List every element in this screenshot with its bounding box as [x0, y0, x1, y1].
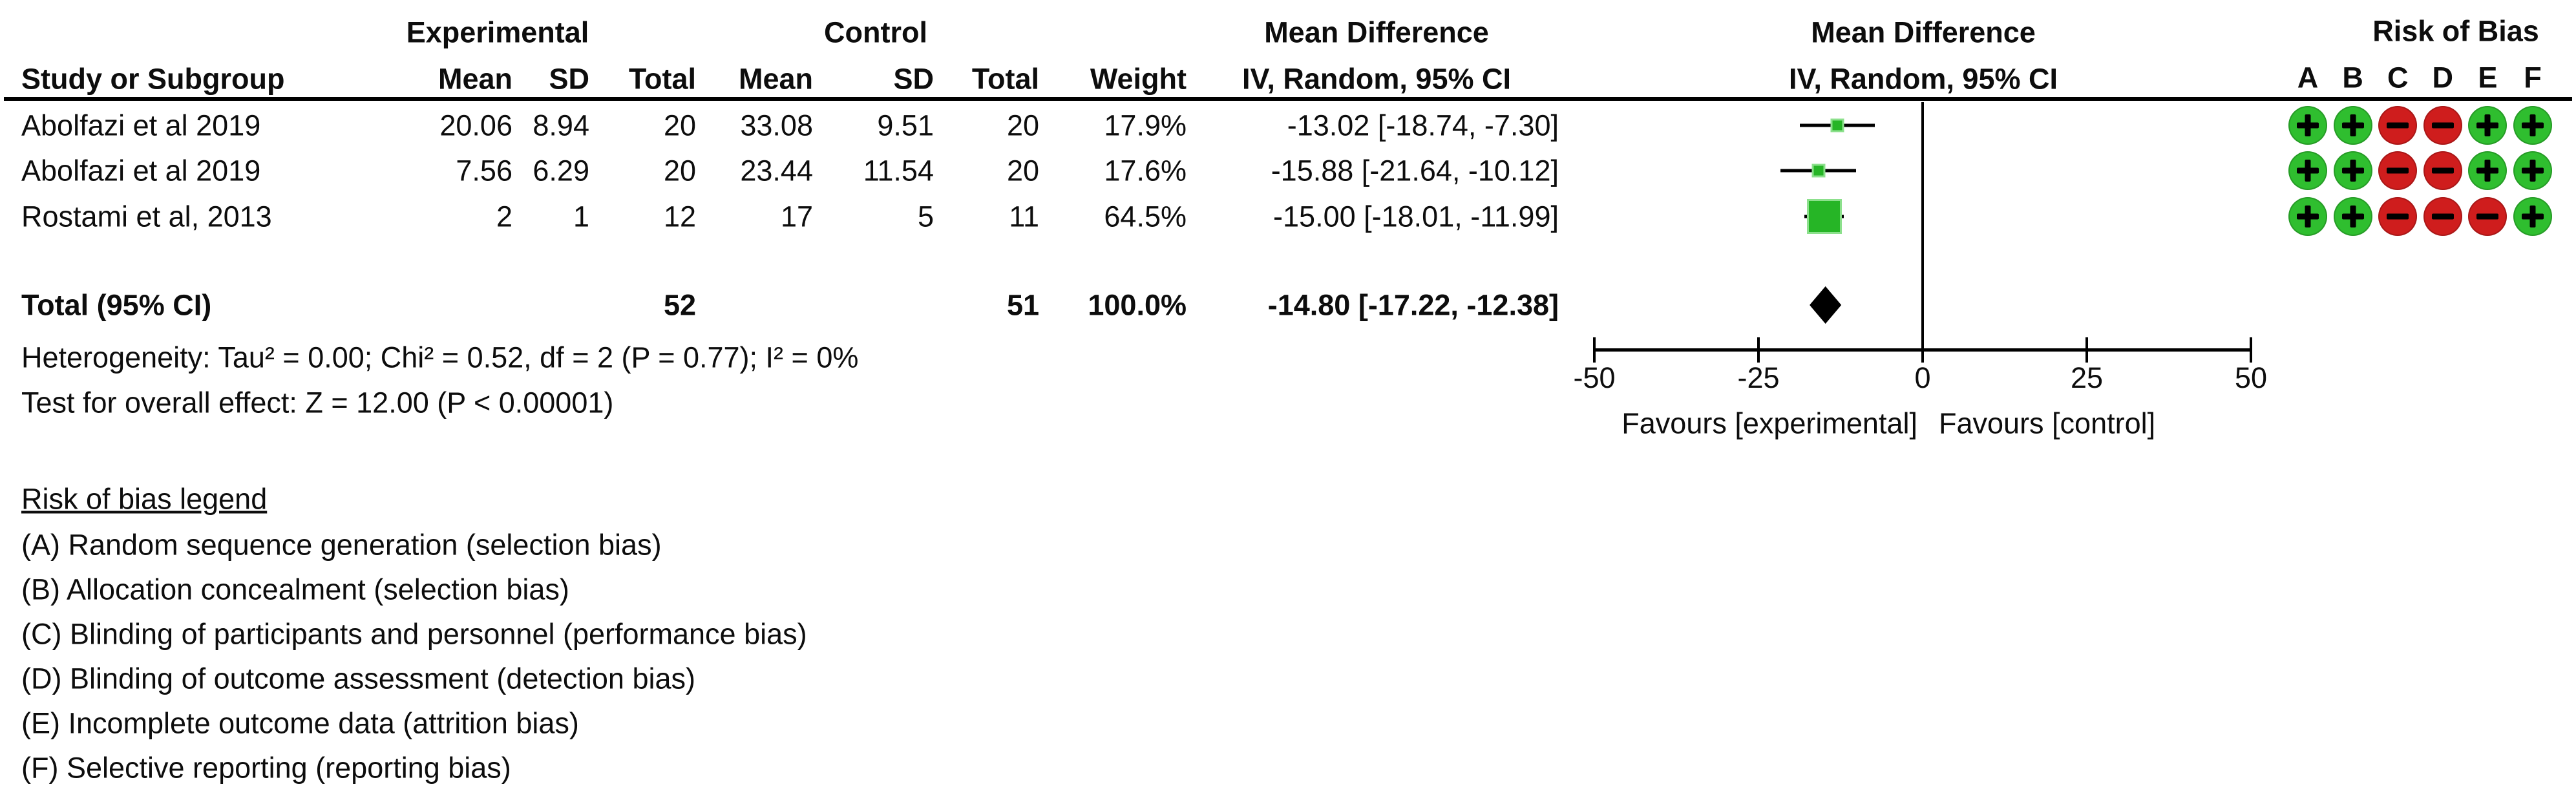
legend-item: (E) Incomplete outcome data (attrition b…	[21, 706, 579, 740]
rob-column-letter: C	[2387, 61, 2409, 94]
ctl-mean-value: 33.08	[740, 109, 813, 142]
md-column-header: Mean Difference	[1264, 16, 1489, 49]
rob-low-risk-icon	[2333, 106, 2372, 145]
zero-line	[1921, 102, 1924, 350]
rob-column-letter: D	[2432, 61, 2454, 94]
exp-mean-value: 7.56	[456, 154, 512, 187]
ci-text: -15.88 [-21.64, -10.12]	[1271, 154, 1559, 187]
total-exp-n: 52	[663, 288, 696, 322]
col-header-ctl-mean: Mean	[738, 62, 813, 96]
exp-sd-value: 6.29	[533, 154, 589, 187]
exp-sd-value: 1	[573, 200, 589, 233]
rob-high-risk-icon	[2378, 197, 2418, 236]
effect-square	[1811, 164, 1826, 178]
rob-column-letter: A	[2297, 61, 2319, 94]
legend-item: (D) Blinding of outcome assessment (dete…	[21, 662, 695, 695]
study-name: Rostami et al, 2013	[21, 200, 272, 233]
exp-mean-value: 20.06	[439, 109, 512, 142]
rob-legend-title: Risk of bias legend	[21, 482, 268, 516]
exp-sd-value: 8.94	[533, 109, 589, 142]
rob-high-risk-icon	[2468, 197, 2507, 236]
rob-low-risk-icon	[2513, 151, 2552, 190]
exp-total-value: 20	[663, 109, 696, 142]
group-header-experimental: Experimental	[406, 16, 589, 49]
rob-low-risk-icon	[2333, 151, 2372, 190]
axis-tick-label: -50	[1573, 361, 1616, 394]
weight-value: 17.6%	[1104, 154, 1187, 187]
rob-high-risk-icon	[2423, 197, 2462, 236]
ctl-sd-value: 5	[917, 200, 934, 233]
total-row-label: Total (95% CI)	[21, 288, 212, 322]
legend-item: (C) Blinding of participants and personn…	[21, 617, 807, 651]
col-header-ci: IV, Random, 95% CI	[1242, 62, 1511, 96]
rob-low-risk-icon	[2468, 106, 2507, 145]
axis-tick	[1757, 337, 1760, 363]
col-header-weight: Weight	[1090, 62, 1187, 96]
header-divider	[4, 97, 2572, 101]
study-name: Abolfazi et al 2019	[21, 109, 261, 142]
rob-high-risk-icon	[2378, 151, 2418, 190]
effect-square	[1830, 118, 1844, 132]
rob-low-risk-icon	[2288, 197, 2327, 236]
rob-low-risk-icon	[2288, 106, 2327, 145]
study-name: Abolfazi et al 2019	[21, 154, 261, 187]
effect-square	[1806, 199, 1842, 234]
axis-tick	[2250, 337, 2252, 363]
exp-total-value: 20	[663, 154, 696, 187]
total-ci-text: -14.80 [-17.22, -12.38]	[1267, 288, 1559, 322]
total-weight: 100.0%	[1088, 288, 1187, 322]
axis-tick	[1593, 337, 1596, 363]
plot-column-header: Mean Difference	[1811, 16, 2036, 49]
rob-high-risk-icon	[2423, 106, 2462, 145]
col-header-ctl-total: Total	[971, 62, 1039, 96]
group-header-control: Control	[824, 16, 927, 49]
weight-value: 17.9%	[1104, 109, 1187, 142]
axis-tick	[2085, 337, 2088, 363]
weight-value: 64.5%	[1104, 200, 1187, 233]
ctl-total-value: 20	[1006, 154, 1039, 187]
plot-col-header-ci: IV, Random, 95% CI	[1789, 62, 2058, 96]
ctl-mean-value: 23.44	[740, 154, 813, 187]
axis-tick-label: 0	[1914, 361, 1931, 394]
rob-high-risk-icon	[2423, 151, 2462, 190]
total-ctl-n: 51	[1006, 288, 1039, 322]
rob-column-letter: E	[2478, 61, 2498, 94]
ctl-sd-value: 11.54	[863, 154, 934, 187]
rob-high-risk-icon	[2378, 106, 2418, 145]
summary-diamond	[1810, 286, 1842, 324]
risk-of-bias-header: Risk of Bias	[2372, 14, 2539, 48]
col-header-exp-mean: Mean	[438, 62, 512, 96]
heterogeneity-note: Heterogeneity: Tau² = 0.00; Chi² = 0.52,…	[21, 341, 859, 374]
rob-low-risk-icon	[2468, 151, 2507, 190]
favours-right-label: Favours [control]	[1939, 406, 2156, 440]
axis-tick	[1921, 337, 1924, 363]
legend-item: (A) Random sequence generation (selectio…	[21, 528, 662, 562]
exp-total-value: 12	[663, 200, 696, 233]
axis-tick-label: 25	[2070, 361, 2104, 394]
axis-tick-label: -25	[1737, 361, 1780, 394]
rob-low-risk-icon	[2513, 106, 2552, 145]
rob-low-risk-icon	[2333, 197, 2372, 236]
exp-mean-value: 2	[496, 200, 512, 233]
ci-text: -13.02 [-18.74, -7.30]	[1287, 109, 1559, 142]
rob-low-risk-icon	[2513, 197, 2552, 236]
legend-item: (B) Allocation concealment (selection bi…	[21, 573, 569, 606]
rob-low-risk-icon	[2288, 151, 2327, 190]
col-header-study: Study or Subgroup	[21, 62, 285, 96]
col-header-exp-total: Total	[628, 62, 696, 96]
favours-left-label: Favours [experimental]	[1621, 406, 1917, 440]
col-header-ctl-sd: SD	[893, 62, 934, 96]
axis-tick-label: 50	[2234, 361, 2268, 394]
ctl-sd-value: 9.51	[877, 109, 934, 142]
legend-item: (F) Selective reporting (reporting bias)	[21, 751, 511, 785]
rob-column-letter: F	[2524, 61, 2542, 94]
rob-column-letter: B	[2342, 61, 2363, 94]
col-header-exp-sd: SD	[549, 62, 589, 96]
ctl-total-value: 11	[1009, 200, 1039, 233]
ctl-total-value: 20	[1006, 109, 1039, 142]
overall-effect-note: Test for overall effect: Z = 12.00 (P < …	[21, 386, 614, 419]
ci-text: -15.00 [-18.01, -11.99]	[1273, 200, 1559, 233]
ctl-mean-value: 17	[780, 200, 813, 233]
